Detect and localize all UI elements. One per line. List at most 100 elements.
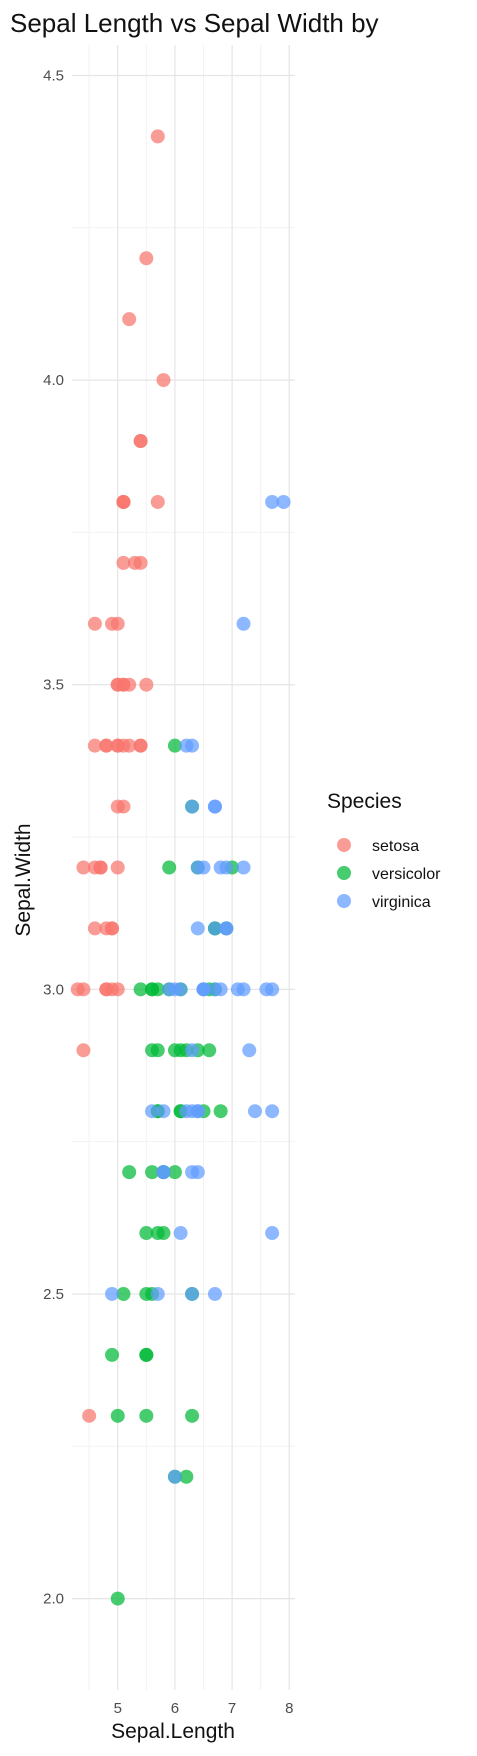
data-point-virginica <box>207 982 222 997</box>
data-point-virginica <box>185 799 200 814</box>
data-point-virginica <box>173 1226 188 1241</box>
data-point-setosa <box>150 494 165 509</box>
data-point-setosa <box>116 738 131 753</box>
data-point-virginica <box>265 1104 280 1119</box>
data-point-virginica <box>236 860 251 875</box>
x-axis-title: Sepal.Length <box>111 1720 235 1743</box>
legend-label-virginica: virginica <box>372 894 431 911</box>
data-point-virginica <box>207 1286 222 1301</box>
x-tick-label: 8 <box>285 1700 293 1717</box>
data-point-setosa <box>156 373 171 388</box>
data-point-setosa <box>110 799 125 814</box>
data-point-versicolor <box>122 1165 137 1180</box>
chart-title: Sepal Length vs Sepal Width by <box>10 8 379 38</box>
data-point-virginica <box>213 860 228 875</box>
data-point-virginica <box>162 982 177 997</box>
y-tick-label: 3.0 <box>43 981 64 998</box>
legend-label-setosa: setosa <box>372 838 419 855</box>
data-point-setosa <box>110 677 125 692</box>
data-point-virginica <box>190 921 205 936</box>
data-point-versicolor <box>167 738 182 753</box>
y-tick-label: 4.5 <box>43 67 64 84</box>
data-point-setosa <box>87 616 102 631</box>
data-point-setosa <box>87 860 102 875</box>
data-point-versicolor <box>133 982 148 997</box>
data-point-versicolor <box>139 1286 154 1301</box>
data-point-setosa <box>99 982 114 997</box>
y-axis-title: Sepal.Width <box>12 823 35 936</box>
data-point-virginica <box>167 1469 182 1484</box>
data-point-virginica <box>150 1286 165 1301</box>
y-axis-ticks: 2.0 2.5 3.0 3.5 4.0 4.5 <box>43 67 64 1607</box>
data-point-setosa <box>82 1408 97 1423</box>
data-point-setosa <box>99 738 114 753</box>
data-point-versicolor <box>150 982 165 997</box>
data-point-versicolor <box>156 1226 171 1241</box>
data-point-virginica <box>156 1165 171 1180</box>
data-point-setosa <box>122 312 137 327</box>
data-point-virginica <box>185 1286 200 1301</box>
data-point-versicolor <box>110 1408 125 1423</box>
legend-key-setosa <box>337 838 351 852</box>
data-point-setosa <box>76 1043 91 1058</box>
data-point-virginica <box>190 860 205 875</box>
data-point-setosa <box>87 921 102 936</box>
y-tick-label: 4.0 <box>43 372 64 389</box>
data-point-virginica <box>207 799 222 814</box>
series-virginica <box>105 494 291 1484</box>
data-point-virginica <box>247 1104 262 1119</box>
data-point-versicolor <box>185 1408 200 1423</box>
legend-key-virginica <box>337 894 351 908</box>
data-point-virginica <box>179 738 194 753</box>
data-point-setosa <box>76 860 91 875</box>
data-point-setosa <box>127 555 142 570</box>
x-tick-label: 6 <box>171 1700 179 1717</box>
data-point-virginica <box>236 616 251 631</box>
data-point-versicolor <box>145 1165 160 1180</box>
y-tick-label: 3.5 <box>43 677 64 694</box>
data-point-virginica <box>207 921 222 936</box>
data-point-versicolor <box>139 1226 154 1241</box>
legend-key-versicolor <box>337 866 351 880</box>
data-point-versicolor <box>105 1347 120 1362</box>
x-tick-label: 5 <box>114 1700 122 1717</box>
data-point-setosa <box>116 555 131 570</box>
data-point-setosa <box>122 677 137 692</box>
data-point-virginica <box>145 1104 160 1119</box>
data-point-virginica <box>219 921 234 936</box>
data-point-virginica <box>265 494 280 509</box>
data-point-versicolor <box>213 1104 228 1119</box>
data-point-versicolor <box>167 1043 182 1058</box>
data-point-setosa <box>150 129 165 144</box>
data-point-virginica <box>105 1286 120 1301</box>
data-point-setosa <box>133 738 148 753</box>
data-point-setosa <box>105 616 120 631</box>
data-point-virginica <box>242 1043 257 1058</box>
legend-title: Species <box>327 790 402 813</box>
data-point-virginica <box>196 982 211 997</box>
data-point-setosa <box>116 494 131 509</box>
data-point-setosa <box>105 921 120 936</box>
series-setosa <box>70 129 171 1423</box>
x-tick-label: 7 <box>228 1700 236 1717</box>
data-point-versicolor <box>179 1469 194 1484</box>
data-point-virginica <box>156 1104 171 1119</box>
data-point-setosa <box>139 251 154 266</box>
data-point-setosa <box>87 738 102 753</box>
data-point-versicolor <box>139 1347 154 1362</box>
data-point-virginica <box>185 1165 200 1180</box>
data-point-setosa <box>133 434 148 449</box>
x-axis-ticks: 5 6 7 8 <box>114 1700 294 1717</box>
data-point-virginica <box>185 1043 200 1058</box>
data-point-virginica <box>276 494 291 509</box>
legend-label-versicolor: versicolor <box>372 866 441 883</box>
data-point-versicolor <box>202 1043 217 1058</box>
data-point-versicolor <box>116 1286 131 1301</box>
data-point-setosa <box>110 860 125 875</box>
data-point-virginica <box>265 1226 280 1241</box>
y-tick-label: 2.5 <box>43 1286 64 1303</box>
data-point-virginica <box>265 982 280 997</box>
data-point-versicolor <box>139 1408 154 1423</box>
data-point-setosa <box>110 982 125 997</box>
